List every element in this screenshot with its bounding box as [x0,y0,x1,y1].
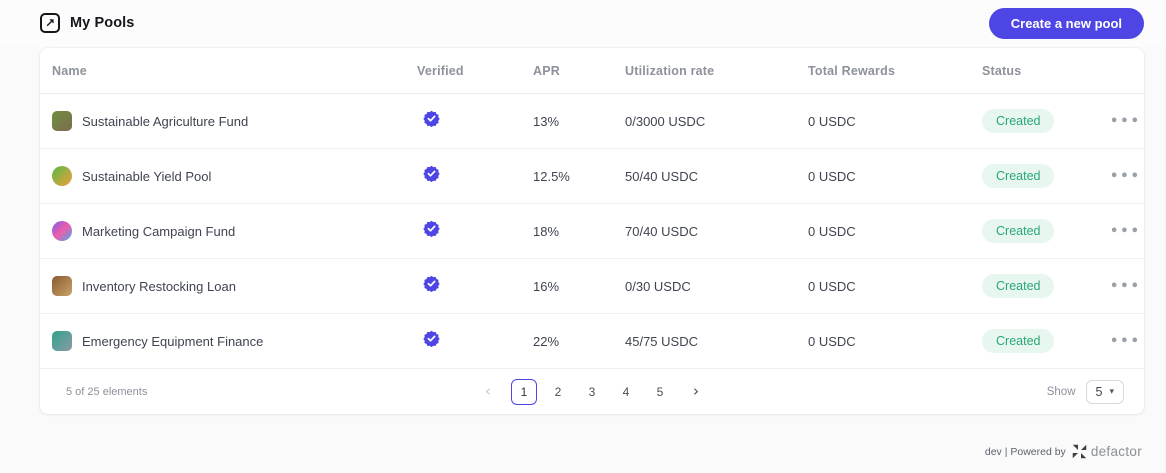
total-rewards-cell: 0 USDC [808,278,856,294]
column-header-name: Name [52,63,87,78]
table-row: Sustainable Agriculture Fund 13% 0/3000 … [40,94,1144,149]
ellipsis-icon[interactable]: ••• [1104,330,1147,353]
status-badge: Created [982,219,1055,243]
status-cell: Created [982,274,1104,298]
verified-cell [417,330,533,352]
page-title: My Pools [70,15,135,31]
verified-cell [417,165,533,187]
medical-monitor-icon [52,331,72,351]
verified-cell [417,275,533,297]
page-button-1[interactable]: 1 [511,378,537,405]
utilization-cell: 0/30 USDC [625,278,691,294]
pool-name-cell: Inventory Restocking Loan [52,276,417,296]
arrow-up-right-icon: ↗ [40,13,60,33]
apr-cell: 18% [533,223,560,239]
create-new-pool-button[interactable]: Create a new pool [988,7,1144,39]
page-button-5[interactable]: 5 [647,379,673,405]
pool-name-cell: Sustainable Yield Pool [52,166,417,186]
status-badge: Created [982,329,1055,353]
ellipsis-icon[interactable]: ••• [1104,110,1147,133]
pool-name-cell: Marketing Campaign Fund [52,221,417,241]
verified-check-badge-icon [423,275,440,292]
column-header-rewards: Total Rewards [808,63,896,78]
pool-name-label: Sustainable Agriculture Fund [82,113,249,129]
table-row: Emergency Equipment Finance 22% 45/75 US… [40,314,1144,369]
pool-name-label: Marketing Campaign Fund [82,223,236,239]
table-row: Sustainable Yield Pool 12.5% 50/40 USDC … [40,149,1144,204]
pool-name-label: Sustainable Yield Pool [82,168,212,184]
column-header-status: Status [982,63,1022,78]
chevron-left-icon[interactable]: ‹ [479,382,497,401]
pool-name-label: Emergency Equipment Finance [82,333,264,349]
page-size-control: Show 5 ▾ [1046,379,1124,404]
apr-cell: 16% [533,278,560,294]
verified-cell [417,220,533,242]
status-cell: Created [982,164,1104,188]
utilization-cell: 70/40 USDC [625,223,698,239]
status-badge: Created [982,274,1055,298]
table-row: Inventory Restocking Loan 16% 0/30 USDC … [40,259,1144,314]
verified-cell [417,110,533,132]
table-body: Sustainable Agriculture Fund 13% 0/3000 … [40,94,1144,369]
pools-table-card: Name Verified APR Utilization rate Total… [40,48,1144,414]
total-rewards-cell: 0 USDC [808,223,856,239]
status-badge: Created [982,164,1055,188]
page-button-2[interactable]: 2 [545,379,571,405]
utilization-cell: 0/3000 USDC [625,113,706,129]
ellipsis-icon[interactable]: ••• [1104,220,1147,243]
page-button-3[interactable]: 3 [579,379,605,405]
verified-check-badge-icon [423,110,440,127]
pool-name-label: Inventory Restocking Loan [82,278,236,294]
total-rewards-cell: 0 USDC [808,113,856,129]
ellipsis-icon[interactable]: ••• [1104,165,1147,188]
total-rewards-cell: 0 USDC [808,333,856,349]
verified-check-badge-icon [423,165,440,182]
status-badge: Created [982,109,1055,133]
chevron-right-icon[interactable]: › [687,382,705,401]
table-row: Marketing Campaign Fund 18% 70/40 USDC 0… [40,204,1144,259]
verified-check-badge-icon [423,220,440,237]
defactor-wordmark: defactor [1090,444,1142,459]
chevron-down-icon: ▾ [1109,386,1114,396]
page-size-dropdown[interactable]: 5 ▾ [1085,379,1124,404]
status-cell: Created [982,219,1104,243]
utilization-cell: 50/40 USDC [625,168,698,184]
defactor-logo [1072,444,1087,459]
recycle-globe-icon [52,166,72,186]
pool-name-cell: Sustainable Agriculture Fund [52,111,417,131]
tractor-icon [52,111,72,131]
status-cell: Created [982,329,1104,353]
column-header-verified: Verified [417,63,464,78]
page-footer: dev | Powered by defactor [0,444,1166,459]
ellipsis-icon[interactable]: ••• [1104,275,1147,298]
page-button-4[interactable]: 4 [613,379,639,405]
table-header-row: Name Verified APR Utilization rate Total… [40,48,1144,94]
column-header-utilization: Utilization rate [625,63,715,78]
stacked-boxes-icon [52,276,72,296]
pie-chart-icon [52,221,72,241]
pool-name-cell: Emergency Equipment Finance [52,331,417,351]
verified-check-badge-icon [423,330,440,347]
powered-by-text: dev | Powered by [984,445,1066,458]
total-rewards-cell: 0 USDC [808,168,856,184]
show-label: Show [1046,385,1076,398]
utilization-cell: 45/75 USDC [625,333,698,349]
page-size-value: 5 [1095,384,1103,399]
topbar: ↗ My Pools Create a new pool [0,0,1166,46]
apr-cell: 13% [533,113,560,129]
elements-count: 5 of 25 elements [66,385,148,398]
column-header-apr: APR [533,63,560,78]
defactor-brand: defactor [1072,444,1142,459]
status-cell: Created [982,109,1104,133]
apr-cell: 12.5% [533,168,570,184]
page-title-group: ↗ My Pools [40,13,134,33]
apr-cell: 22% [533,333,560,349]
